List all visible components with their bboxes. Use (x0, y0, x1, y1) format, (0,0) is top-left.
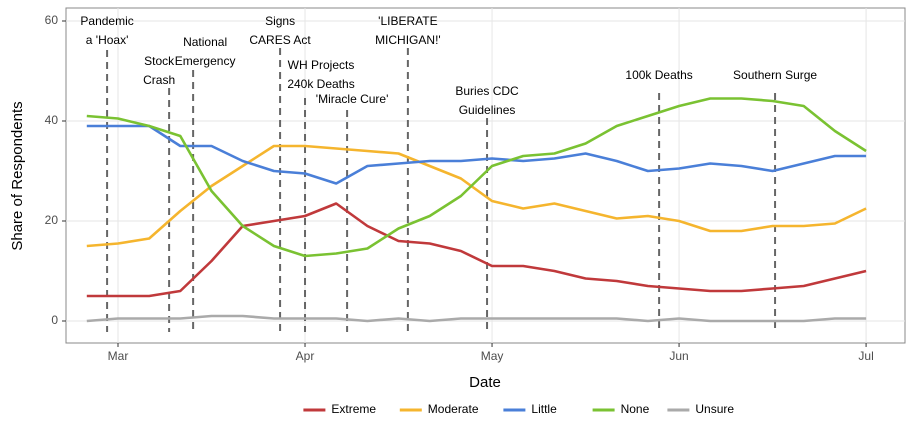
annotation-label: Emergency (175, 54, 236, 68)
legend-label: Moderate (428, 402, 479, 416)
y-tick-label: 0 (51, 313, 58, 327)
annotation-label: Signs (265, 14, 295, 28)
y-tick-label: 60 (45, 13, 59, 27)
y-axis-title: Share of Respondents (9, 101, 26, 250)
series-line (86, 202, 867, 298)
annotation-label: Pandemic (80, 14, 133, 28)
legend-label: None (621, 402, 650, 416)
series-line (86, 144, 867, 248)
panel (65, 7, 906, 344)
annotation-label: WH Projects (288, 58, 355, 72)
x-tick-label: Mar (108, 349, 129, 363)
annotation-label: 'Miracle Cure' (316, 92, 389, 106)
annotation-label: Crash (143, 73, 175, 87)
legend-label: Unsure (695, 402, 734, 416)
annotation-label: Southern Surge (733, 68, 817, 82)
series-line (86, 314, 867, 323)
x-tick-label: Apr (296, 349, 315, 363)
series-line (86, 124, 867, 185)
annotation-label: Buries CDC (455, 84, 519, 98)
annotation-label: 100k Deaths (625, 68, 692, 82)
annotation-label: 240k Deaths (287, 77, 354, 91)
annotation-label: MICHIGAN!' (375, 33, 441, 47)
legend-label: Little (531, 402, 557, 416)
annotation-label: Stock (144, 54, 175, 68)
y-tick-label: 20 (45, 213, 59, 227)
annotation-label: Guidelines (459, 103, 516, 117)
legend-label: Extreme (331, 402, 376, 416)
series-line (86, 97, 867, 258)
annotation-label: National (183, 35, 227, 49)
x-axis-title: Date (469, 374, 501, 391)
annotation-label: CARES Act (249, 33, 311, 47)
annotation-label: 'LIBERATE (378, 14, 437, 28)
x-tick-label: May (481, 349, 504, 363)
annotation-label: a 'Hoax' (86, 33, 129, 47)
x-tick-label: Jul (858, 349, 873, 363)
x-tick-label: Jun (669, 349, 688, 363)
y-tick-label: 40 (45, 113, 59, 127)
